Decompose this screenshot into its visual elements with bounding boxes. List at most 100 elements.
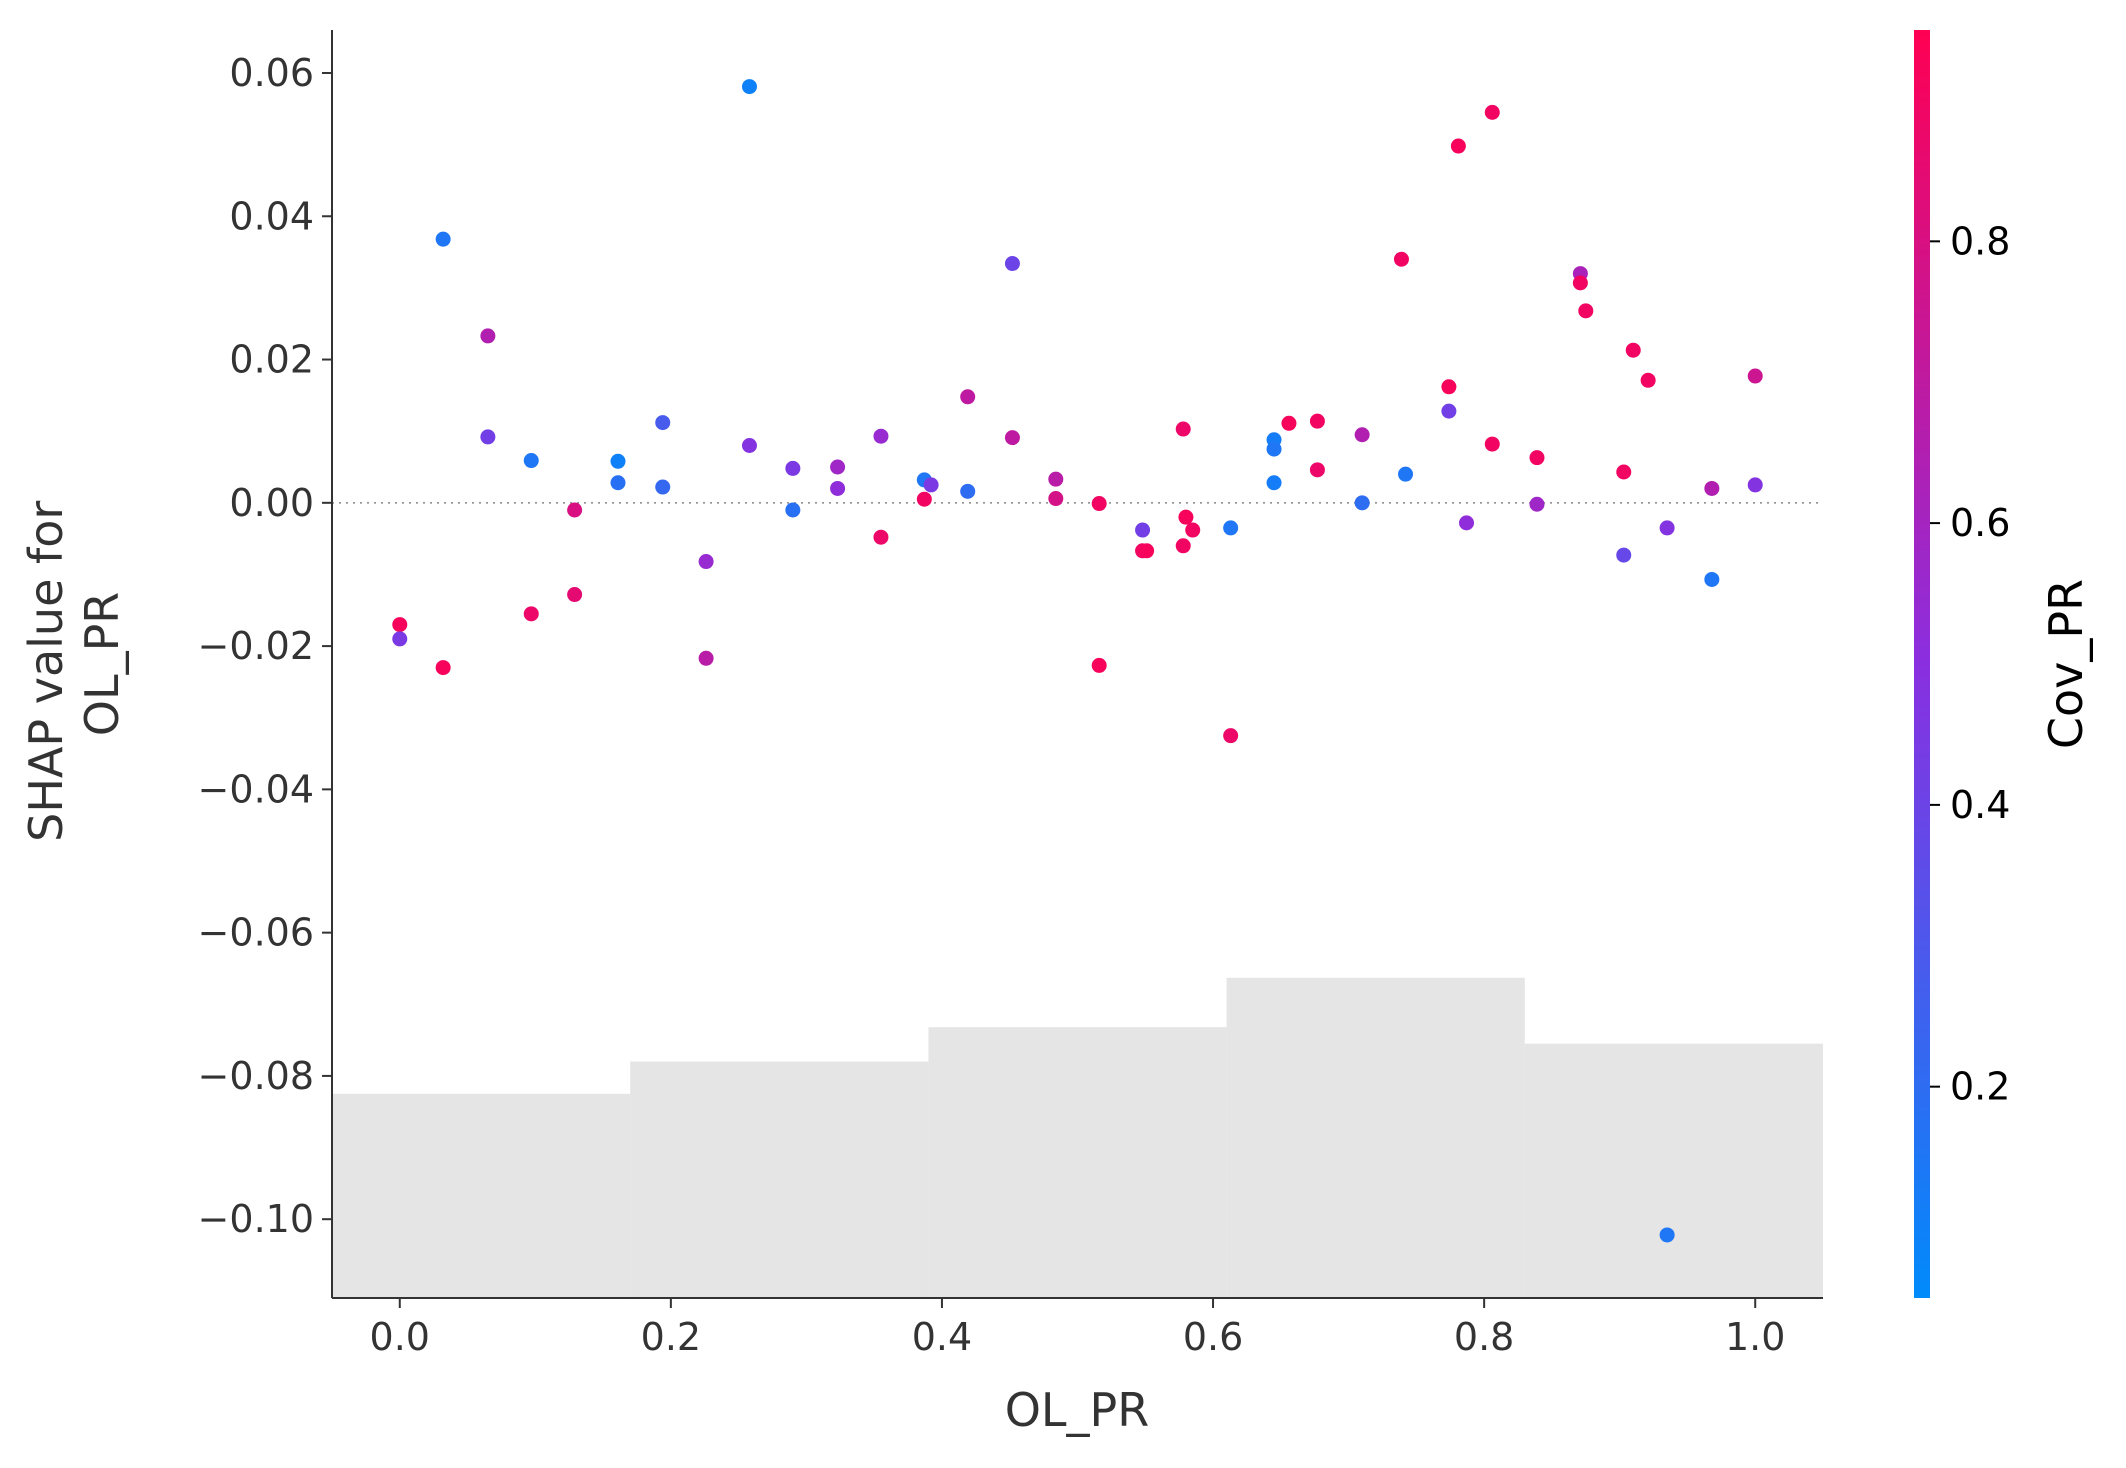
scatter-point [830,480,846,496]
scatter-point [1309,462,1325,478]
y-tick-label: −0.02 [198,624,314,668]
scatter-point [1441,379,1457,395]
x-tick-label: 1.0 [1725,1315,1785,1359]
scatter-point [916,491,932,507]
x-axis-ticks: 0.0 0.2 0.4 0.6 0.8 1.0 [370,1298,1785,1359]
y-tick-label: −0.04 [198,767,314,811]
colorbar-ticks: 0.2 0.4 0.6 0.8 [1930,219,2010,1109]
scatter-point [1484,104,1500,120]
scatter-point [1578,303,1594,319]
y-tick-label: 0.06 [229,51,314,95]
scatter-point [1572,275,1588,291]
x-axis-label: OL_PR [1005,1383,1150,1437]
scatter-point [1484,436,1500,452]
scatter-point [1175,421,1191,437]
colorbar-tick-label: 0.4 [1950,783,2010,827]
scatter-point [1175,538,1191,554]
scatter-point [1747,368,1763,384]
scatter-point [1091,496,1107,512]
y-tick-label: −0.08 [198,1054,314,1098]
scatter-point [523,453,539,469]
scatter-point [1091,657,1107,673]
colorbar-label: Cov_PR [2039,579,2093,749]
scatter-point [1004,256,1020,272]
scatter-point [1281,415,1297,431]
scatter-point [1625,342,1641,358]
scatter-point [435,660,451,676]
scatter-point [610,453,626,469]
histogram-bar [630,1061,929,1298]
scatter-point [1398,466,1414,482]
scatter-point [698,554,714,570]
colorbar-tick-label: 0.8 [1950,219,2010,263]
scatter-point [480,328,496,344]
scatter-point [698,650,714,666]
scatter-point [392,617,408,633]
histogram-bar [1524,1043,1823,1298]
x-tick-label: 0.4 [912,1315,972,1359]
scatter-points [392,79,1763,1243]
scatter-point [1266,441,1282,457]
scatter-point [480,429,496,445]
scatter-point [1659,1227,1675,1243]
colorbar [1914,30,1930,1298]
scatter-point [1616,464,1632,480]
scatter-point [1048,491,1064,507]
scatter-point [923,477,939,493]
scatter-point [1223,728,1239,744]
scatter-point [1178,509,1194,525]
scatter-point [1393,251,1409,267]
scatter-point [1266,475,1282,491]
scatter-point [960,483,976,499]
colorbar-tick-label: 0.2 [1950,1065,2010,1109]
scatter-point [1441,403,1457,419]
scatter-point [1450,138,1466,154]
scatter-point [610,475,626,491]
x-tick-label: 0.8 [1454,1315,1514,1359]
scatter-point [392,631,408,647]
scatter-point [1139,543,1155,559]
scatter-point [1135,522,1151,538]
scatter-point [1048,471,1064,487]
scatter-point [741,438,757,454]
scatter-point [830,459,846,475]
scatter-point [741,79,757,95]
scatter-point [1223,520,1239,536]
histogram-bar [928,1027,1227,1298]
x-tick-label: 0.0 [370,1315,430,1359]
histogram-bar [332,1093,631,1298]
x-tick-label: 0.6 [1183,1315,1243,1359]
scatter-point [655,479,671,495]
scatter-point [1354,495,1370,511]
scatter-point [567,502,583,518]
scatter-point [873,529,889,545]
scatter-point [1529,450,1545,466]
scatter-point [1004,430,1020,446]
scatter-point [1704,480,1720,496]
scatter-point [1354,427,1370,443]
scatter-point [785,460,801,476]
scatter-point [1185,522,1201,538]
axes-spines [331,30,1823,1299]
y-axis-label: SHAP value for OL_PR [19,486,129,842]
scatter-point [655,415,671,431]
y-tick-label: 0.00 [229,481,314,525]
y-tick-label: 0.02 [229,338,314,382]
scatter-point [1659,520,1675,536]
scatter-point [435,231,451,247]
scatter-point [523,606,539,622]
y-tick-label: −0.06 [198,911,314,955]
scatter-point [1616,547,1632,563]
histogram-bar [1226,977,1525,1298]
colorbar-tick-label: 0.6 [1950,501,2010,545]
scatter-point [1309,413,1325,429]
scatter-point [960,389,976,405]
y-tick-label: −0.10 [198,1197,314,1241]
scatter-point [567,587,583,603]
scatter-point [1640,372,1656,388]
scatter-point [1747,477,1763,493]
y-axis-ticks: 0.06 0.04 0.02 0.00 −0.02 −0.04 −0.06 −0.08 −0.1… [198,51,332,1241]
scatter-point [1529,496,1545,512]
scatter-point [1459,515,1475,531]
